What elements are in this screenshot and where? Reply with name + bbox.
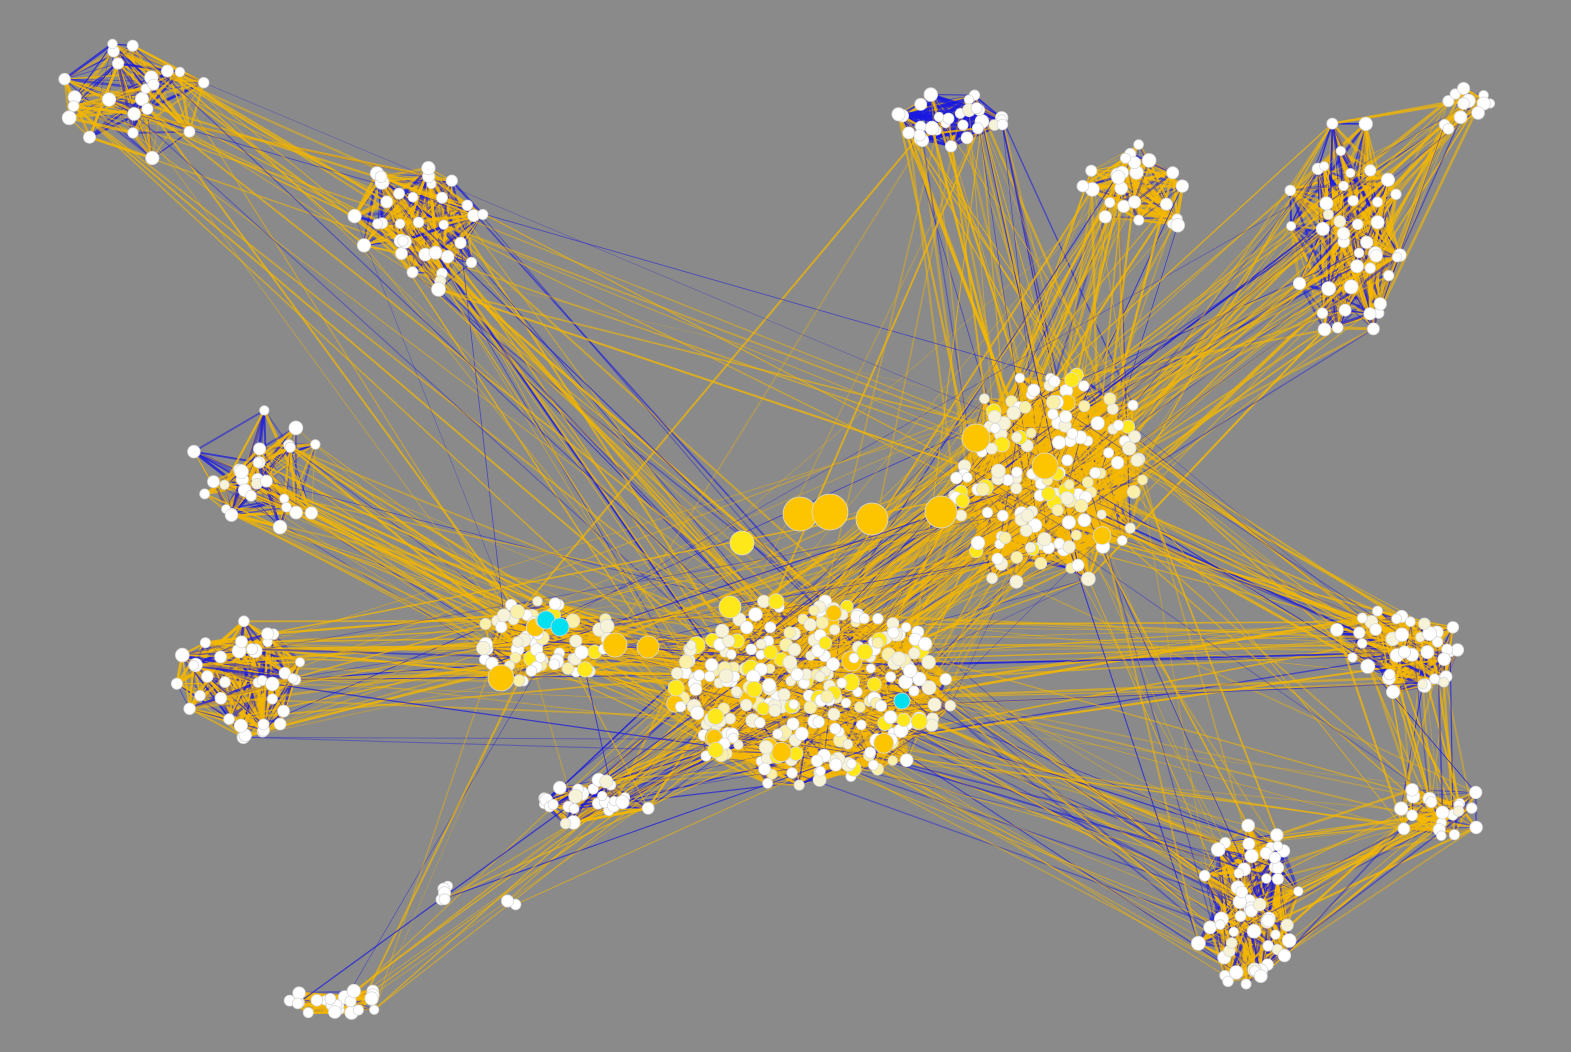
graph-edge <box>63 42 114 81</box>
graph-edge <box>1137 160 1151 221</box>
graph-edge <box>427 175 473 264</box>
graph-edge <box>193 409 265 453</box>
graph-edge <box>74 62 119 98</box>
graph-edge <box>1133 171 1174 203</box>
graph-edge <box>1331 123 1359 267</box>
graph-edge <box>256 462 282 528</box>
graph-edge <box>117 62 191 133</box>
graph-edge <box>265 427 297 482</box>
graph-edge <box>189 707 244 739</box>
graph-edge <box>377 223 472 264</box>
graph-edge <box>1082 157 1126 187</box>
graph-edge <box>380 166 429 179</box>
graph-edge <box>1299 282 1371 315</box>
graph-edge <box>74 43 113 98</box>
graph-edge <box>117 62 143 100</box>
graph-edge <box>193 451 240 471</box>
graph-edge <box>1289 189 1330 290</box>
graph-edge <box>1328 255 1398 290</box>
graph-edge <box>1325 178 1389 205</box>
graph-edge <box>1321 233 1345 314</box>
graph-edge <box>1331 123 1389 181</box>
graph-edge <box>1138 219 1173 225</box>
graph-edge <box>68 116 134 135</box>
graph-edge <box>1317 123 1334 170</box>
graph-edge <box>1331 123 1398 258</box>
graph-edge <box>402 240 440 290</box>
graph-edge <box>354 215 426 256</box>
graph-edge <box>418 221 472 263</box>
graph-edge <box>450 179 484 216</box>
graph-edge <box>132 130 190 134</box>
graph-edge <box>204 493 281 528</box>
graph-edge <box>69 98 143 119</box>
graph-edge <box>1289 122 1367 192</box>
graph-edge <box>1133 160 1151 203</box>
graph-edge <box>1326 203 1378 223</box>
graph-edge <box>178 71 191 132</box>
graph-edge <box>1148 160 1179 226</box>
graph-edge <box>1134 162 1173 174</box>
graph-edge <box>1290 184 1344 192</box>
graph-edge <box>64 63 119 80</box>
graph-edge <box>73 104 134 135</box>
graph-edge <box>176 683 230 720</box>
